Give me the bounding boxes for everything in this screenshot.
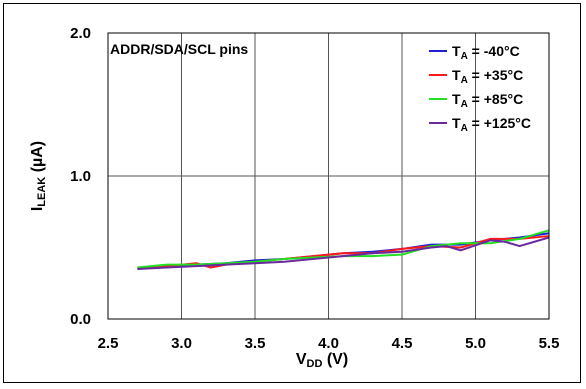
x-tick-label: 3.5: [245, 335, 266, 352]
x-tick-label: 4.5: [392, 335, 413, 352]
leakage-current-chart: 2.5 3.0 3.5 4.0 4.5 5.0 5.5 0.0 1.0 2.0 ADDR/SDA…: [29, 25, 560, 370]
y-axis-label-sub: LEAK: [36, 177, 48, 207]
y-axis-label: ILEAK (µA): [29, 141, 48, 211]
legend-label-3: TA = +85°C: [452, 91, 523, 110]
y-tick-label: 2.0: [70, 25, 91, 42]
x-axis-label-main: V: [296, 351, 307, 368]
x-axis-label: VDD (V): [296, 351, 348, 370]
legend: TA = -40°C TA = +35°C TA = +85°C TA = +125°…: [429, 43, 531, 134]
chart-frame: 2.5 3.0 3.5 4.0 4.5 5.0 5.5 0.0 1.0 2.0 ADDR/SDA…: [3, 3, 581, 383]
y-tick-label: 1.0: [70, 168, 91, 185]
series-lines: [137, 229, 550, 270]
series-line-4: [137, 236, 550, 270]
x-tick-labels: 2.5 3.0 3.5 4.0 4.5 5.0 5.5: [98, 335, 560, 352]
x-axis-label-suffix: (V): [322, 351, 348, 368]
legend-label-1: TA = -40°C: [452, 43, 520, 62]
legend-label-2: TA = +35°C: [452, 67, 523, 86]
y-axis-label-suffix: (µA): [29, 141, 46, 177]
x-tick-label: 5.5: [539, 335, 560, 352]
legend-label-4: TA = +125°C: [452, 115, 531, 134]
x-tick-label: 2.5: [98, 335, 119, 352]
series-line-3: [137, 229, 550, 269]
x-axis-label-sub: DD: [307, 358, 323, 370]
y-axis-label-main: I: [29, 207, 46, 211]
x-tick-label: 5.0: [465, 335, 486, 352]
x-tick-label: 3.0: [171, 335, 192, 352]
pins-annotation: ADDR/SDA/SCL pins: [110, 41, 248, 57]
y-tick-labels: 0.0 1.0 2.0: [70, 25, 91, 328]
plot-area-border: [107, 32, 550, 320]
x-tick-label: 4.0: [318, 335, 339, 352]
y-tick-label: 0.0: [70, 311, 91, 328]
